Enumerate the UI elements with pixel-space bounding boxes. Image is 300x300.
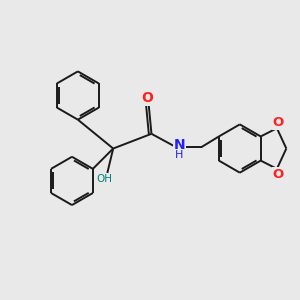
Text: H: H	[175, 150, 184, 160]
Text: O: O	[273, 168, 284, 181]
Text: O: O	[141, 91, 153, 105]
Text: OH: OH	[96, 174, 112, 184]
Text: N: N	[174, 138, 185, 152]
Text: O: O	[273, 116, 284, 129]
